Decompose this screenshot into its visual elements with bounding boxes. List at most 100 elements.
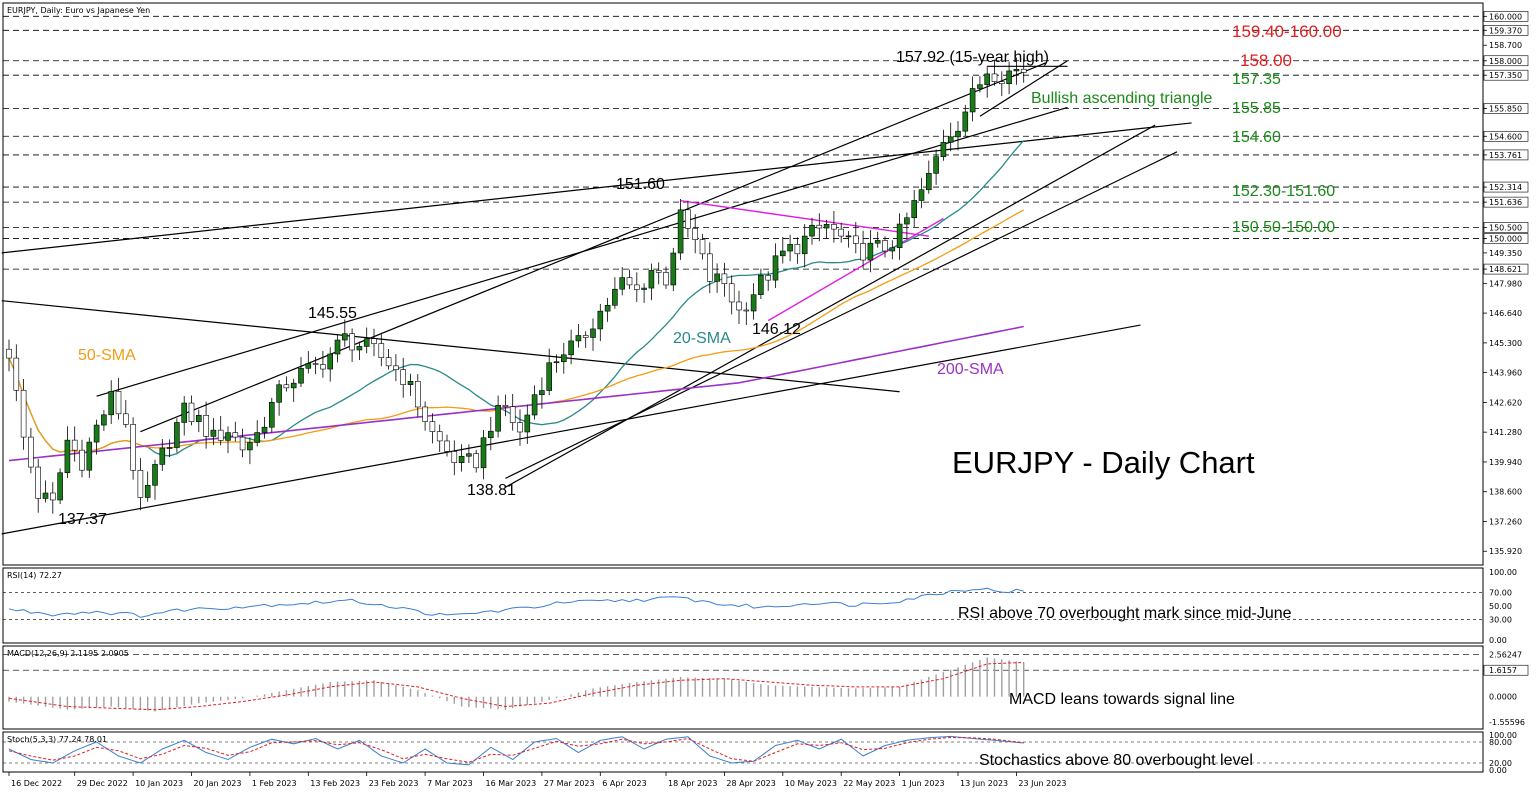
candle-body [144, 484, 151, 498]
y-tick-label: 160.000 [1489, 12, 1522, 21]
candle-body [882, 240, 888, 252]
candle-body [663, 272, 669, 286]
candle-body [568, 340, 574, 356]
stoch-title: Stoch(5,3,3) 77.24 78.01 [7, 735, 107, 744]
sma50-label: 50-SMA [78, 347, 136, 364]
y-tick-label: 154.600 [1489, 132, 1522, 141]
candle-body [20, 389, 27, 438]
stoch-annotation: Stochastics above 80 overbought level [979, 752, 1253, 769]
candle-body [925, 173, 932, 191]
candle-body [1020, 68, 1027, 73]
level-label-154-60: 154.60 [1232, 129, 1281, 146]
candle-body [137, 469, 144, 498]
candle-body [867, 242, 874, 261]
candle-body [823, 224, 830, 229]
candle-body [159, 447, 166, 465]
candle-body [787, 244, 793, 252]
y-tick-label: 155.850 [1489, 105, 1522, 114]
horizontal-levels [3, 15, 1483, 270]
candle-body [341, 333, 348, 341]
level-label-159-40-160-00: 159.40-160.00 [1232, 22, 1342, 41]
candle-body [473, 453, 480, 469]
rsi-annotation: RSI above 70 overbought mark since mid-J… [958, 605, 1292, 622]
macd-tick-label: -1.55596 [1489, 718, 1525, 727]
level-label-150-50-150-00: 150.50-150.00 [1232, 219, 1335, 236]
trendline-long-bottom [1, 324, 1141, 535]
candle-body [57, 472, 63, 501]
macd-tick-label: 0.0000 [1489, 693, 1517, 702]
candle-body [71, 439, 78, 451]
stoch-d-line [8, 736, 1024, 763]
x-tick-label: 13 Jun 2023 [960, 779, 1008, 788]
candle-body [991, 73, 998, 82]
y-tick-label: 143.960 [1489, 369, 1522, 378]
candle-body [633, 284, 640, 290]
candle-body [385, 357, 392, 367]
candle-body [845, 235, 852, 238]
sma200-line [8, 325, 1024, 462]
x-tick-label: 6 Apr 2023 [602, 779, 646, 788]
candle-body [517, 422, 523, 433]
candle-body [334, 339, 341, 355]
x-tick-label: 22 May 2023 [843, 779, 895, 788]
macd-tag [1483, 664, 1529, 676]
y-tick-label: 148.621 [1489, 265, 1522, 274]
y-tick-label: 159.370 [1489, 26, 1522, 35]
sma20-line [8, 139, 1025, 457]
candle-body [188, 402, 195, 422]
candle-body [49, 492, 56, 501]
rsi-panel-frame [2, 567, 1484, 644]
y-tick-label: 149.350 [1489, 249, 1522, 258]
candle-body [247, 442, 253, 451]
y-tick-label: 139.940 [1489, 458, 1522, 467]
x-tick-label: 29 Dec 2022 [77, 779, 128, 788]
x-tick-label: 13 Feb 2023 [310, 779, 360, 788]
candle-body [217, 429, 224, 441]
candle-body [495, 405, 501, 432]
candle-body [998, 81, 1005, 85]
candle-body [765, 274, 772, 281]
candle-body [597, 310, 604, 330]
sma200-label: 200-SMA [937, 361, 1004, 378]
candle-body [889, 247, 896, 252]
rsi-tick-label: 100.00 [1489, 568, 1517, 577]
x-tick-label: 18 Apr 2023 [668, 779, 717, 788]
y-tick-label: 153.761 [1489, 151, 1522, 160]
candle-body [123, 413, 129, 425]
main-chart-title: EURJPY, Daily: Euro vs Japanese Yen [7, 6, 150, 15]
candle-body [984, 73, 991, 86]
candle-body [758, 274, 764, 295]
y-tick-label: 141.280 [1489, 428, 1522, 437]
candle-body [400, 369, 407, 385]
rsi-tick-label: 50.00 [1489, 602, 1512, 611]
candle-body [728, 283, 735, 303]
candle-body [772, 255, 779, 281]
candle-body [911, 200, 918, 219]
macd-tick-label: 2.56247 [1489, 651, 1522, 660]
candle-body [582, 335, 589, 338]
candle-body [874, 240, 881, 244]
candle-body [539, 390, 545, 395]
y-tick-label: 150.500 [1489, 223, 1522, 232]
candle-body [6, 348, 12, 359]
price-label-151-60: 151.60 [616, 176, 665, 193]
candle-body [794, 244, 801, 255]
candle-body [947, 136, 954, 143]
candle-body [312, 363, 319, 365]
candle-body [896, 223, 903, 249]
candle-body [393, 365, 399, 371]
candle-body [166, 447, 173, 449]
candle-body [706, 253, 713, 282]
candle-body [305, 363, 312, 369]
sma20-label: 20-SMA [673, 330, 731, 347]
pattern-label: Bullish ascending triangle [1031, 90, 1213, 107]
date-axis: 16 Dec 2022 29 Dec 2022 10 Jan 2023 20 Jan … [8, 772, 1067, 788]
y-tick-label: 137.260 [1489, 517, 1522, 526]
candle-body [933, 156, 939, 174]
price-label-137-37: 137.37 [58, 511, 107, 528]
candle-body [736, 301, 742, 311]
candle-body [670, 252, 677, 286]
candle-body [699, 239, 706, 255]
candle-body [436, 431, 443, 442]
macd-tick-label: 1.6157 [1489, 666, 1517, 675]
